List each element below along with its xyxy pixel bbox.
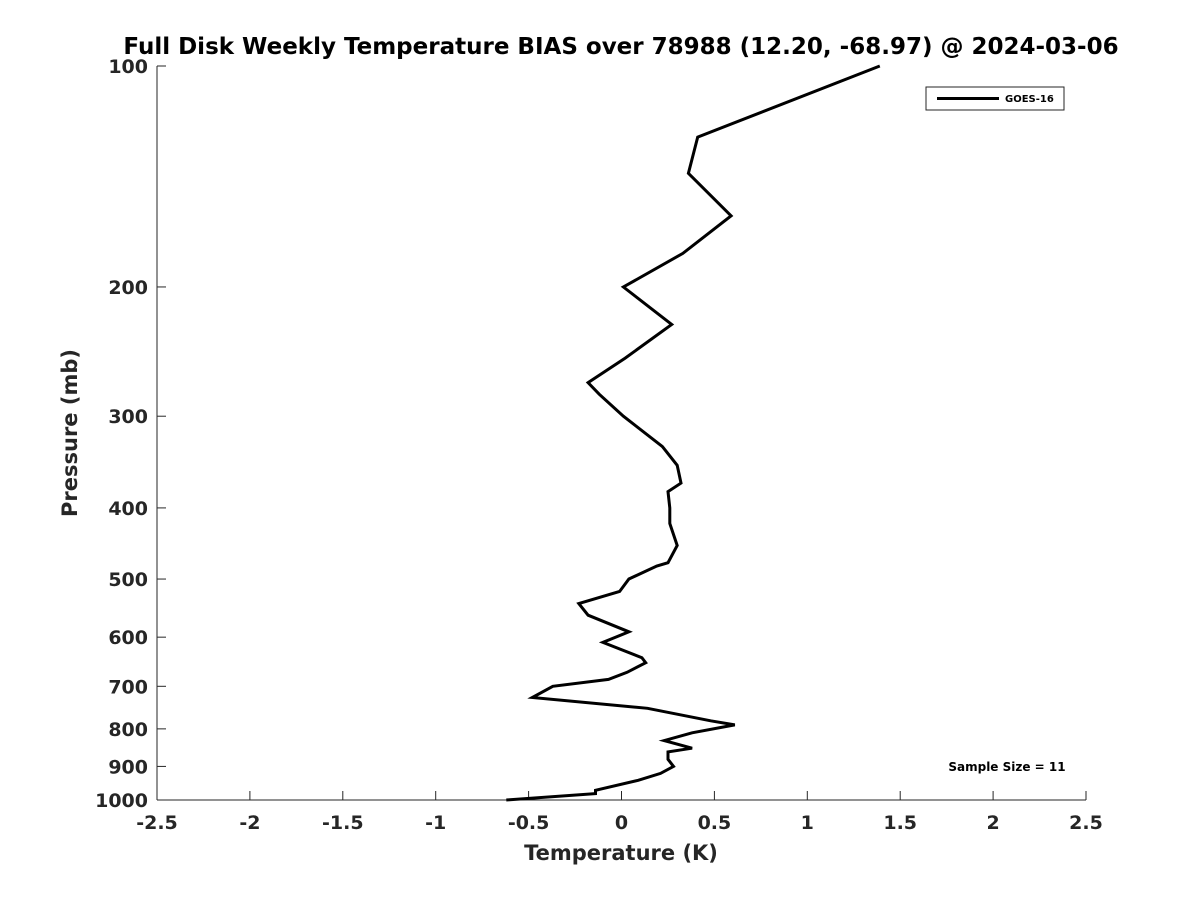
x-tick-label: -2: [239, 812, 260, 834]
sample-size-annotation: Sample Size = 11: [948, 760, 1065, 774]
y-tick-label: 300: [108, 406, 148, 428]
legend: GOES-16: [925, 86, 1065, 111]
x-tick-label: -1.5: [322, 812, 364, 834]
y-tick-label: 1000: [95, 790, 148, 812]
series-layer: [506, 64, 881, 802]
y-tick-label: 800: [108, 719, 148, 741]
axes: [156, 66, 1086, 801]
y-tick-label: 500: [108, 569, 148, 591]
x-tick-label: -1: [425, 812, 446, 834]
x-tick-label: -0.5: [508, 812, 550, 834]
x-tick-label: 2.5: [1069, 812, 1103, 834]
x-tick-label: 0: [615, 812, 628, 834]
legend-label-goes-16: GOES-16: [1005, 94, 1054, 105]
y-tick-label: 100: [108, 56, 148, 78]
x-tick-label: 2: [986, 812, 999, 834]
y-axis-label: Pressure (mb): [58, 349, 82, 517]
y-tick-label: 400: [108, 498, 148, 520]
y-tick-label: 600: [108, 627, 148, 649]
x-axis-ticks: -2.5 -2 -1.5 -1 -0.5 0 0.5 1 1.5 2 2.5: [136, 791, 1103, 834]
x-tick-label: -2.5: [136, 812, 178, 834]
x-tick-label: 1.5: [883, 812, 917, 834]
y-tick-label: 200: [108, 277, 148, 299]
series-line-goes-16: [506, 64, 881, 802]
chart-title: Full Disk Weekly Temperature BIAS over 7…: [123, 34, 1118, 60]
x-tick-label: 0.5: [698, 812, 732, 834]
y-tick-label: 900: [108, 756, 148, 778]
y-tick-label: 700: [108, 676, 148, 698]
x-tick-label: 1: [801, 812, 814, 834]
y-axis-ticks: 100 200 300 400 500 600 700 800 900 1000: [95, 56, 166, 812]
x-axis-label: Temperature (K): [524, 841, 718, 865]
